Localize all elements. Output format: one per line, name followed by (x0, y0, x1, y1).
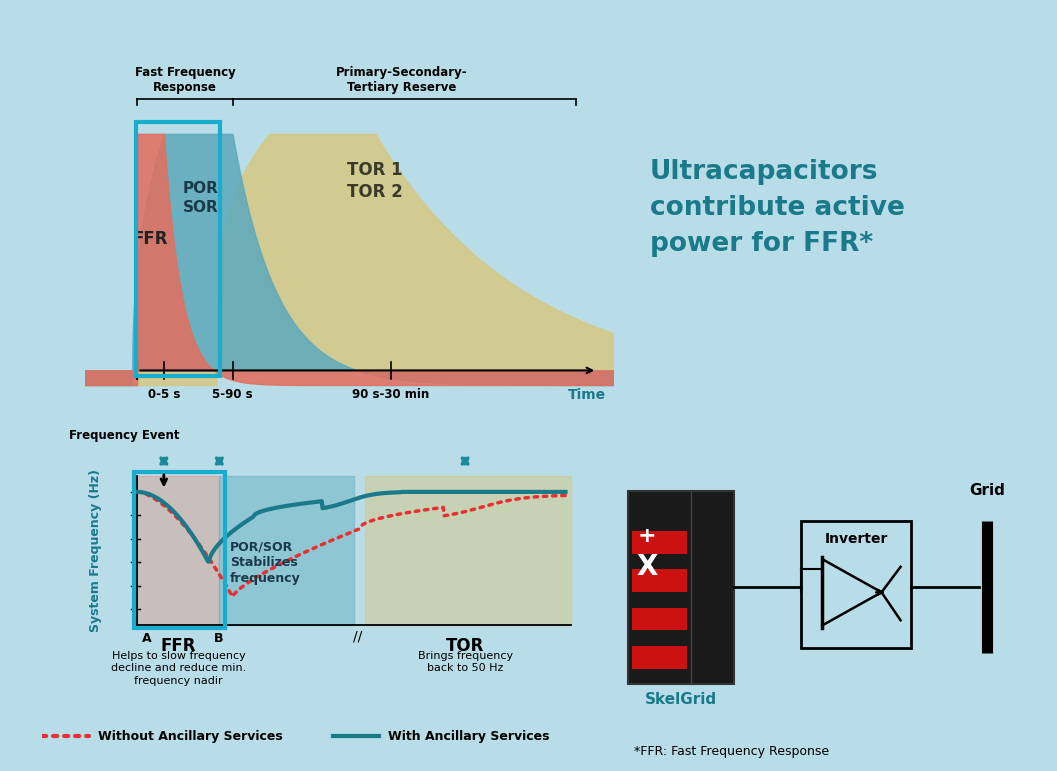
Text: //: // (353, 629, 363, 643)
Text: Brings frequency
back to 50 Hz: Brings frequency back to 50 Hz (418, 651, 513, 673)
Bar (628, 490, 734, 684)
Text: POR/SOR
Stabilizes
frequency: POR/SOR Stabilizes frequency (230, 540, 300, 585)
Text: *FFR: Fast Frequency Response: *FFR: Fast Frequency Response (634, 746, 830, 758)
Bar (135, 122, 220, 376)
Text: FFR: FFR (161, 637, 197, 655)
Text: 5-90 s: 5-90 s (212, 388, 253, 401)
Text: Ultracapacitors
contribute active
power for FFR*: Ultracapacitors contribute active power … (650, 159, 905, 258)
Text: TOR 1
TOR 2: TOR 1 TOR 2 (348, 160, 403, 200)
Text: B: B (214, 632, 223, 645)
Text: Time: Time (568, 388, 606, 402)
Text: Without Ancillary Services: Without Ancillary Services (97, 730, 282, 742)
Text: With Ancillary Services: With Ancillary Services (388, 730, 550, 742)
Text: Inverter: Inverter (824, 532, 888, 546)
Bar (632, 646, 687, 668)
Text: 90 s-30 min: 90 s-30 min (352, 388, 430, 401)
Text: +: + (637, 527, 656, 547)
Text: Helps to slow frequency
decline and reduce min.
frequency nadir: Helps to slow frequency decline and redu… (111, 651, 246, 685)
Bar (801, 521, 911, 648)
Text: Fast Frequency
Response: Fast Frequency Response (134, 66, 236, 94)
Text: X: X (636, 553, 657, 581)
Text: TOR: TOR (446, 637, 484, 655)
Bar (133, 472, 224, 628)
Text: Primary-Secondary-
Tertiary Reserve: Primary-Secondary- Tertiary Reserve (336, 66, 467, 94)
Bar (632, 569, 687, 592)
Text: Grid: Grid (969, 483, 1005, 498)
Bar (632, 531, 687, 554)
Text: Frequency Event: Frequency Event (69, 429, 180, 442)
Text: FFR: FFR (133, 230, 168, 248)
Text: System Frequency (Hz): System Frequency (Hz) (89, 469, 101, 632)
Text: SkelGrid: SkelGrid (645, 692, 717, 707)
Text: A: A (142, 632, 151, 645)
Text: 0-5 s: 0-5 s (148, 388, 180, 401)
Bar (632, 608, 687, 631)
Text: POR
SOR: POR SOR (183, 181, 219, 215)
